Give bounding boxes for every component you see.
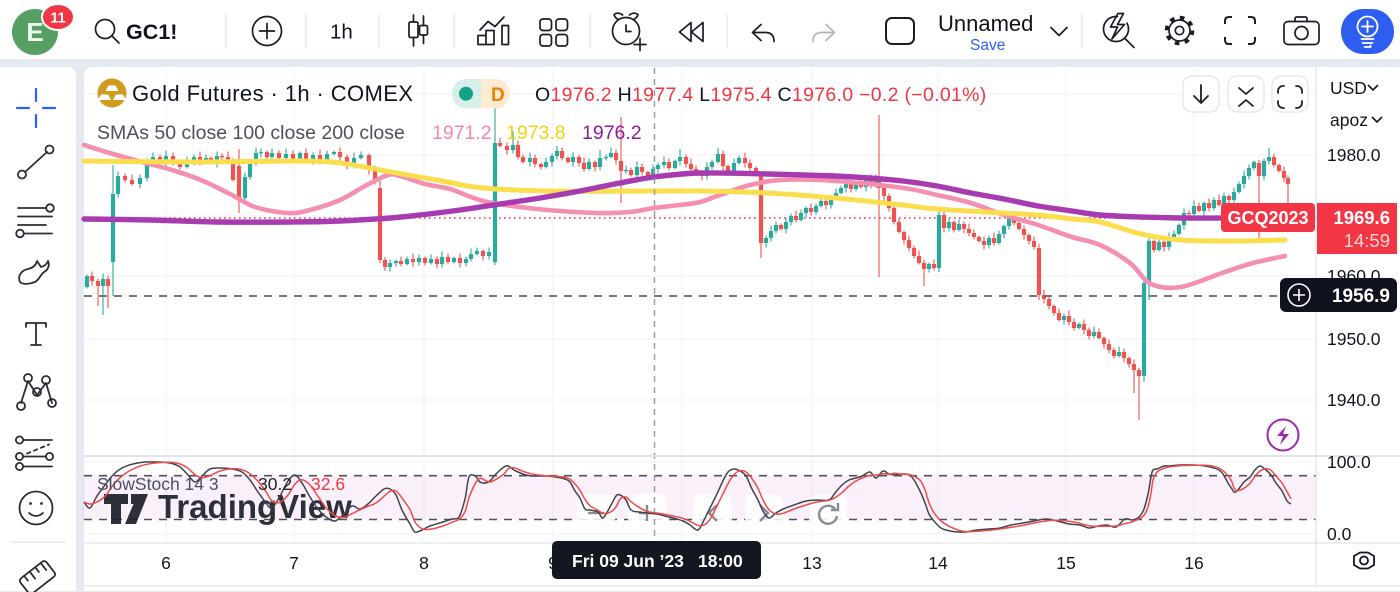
svg-text:6: 6 (161, 553, 171, 573)
svg-text:O1976.2 H1977.4 L1975.4 C1976.: O1976.2 H1977.4 L1975.4 C1976.0 −0.2 (−0… (535, 84, 987, 106)
svg-text:1973.8: 1973.8 (506, 122, 566, 144)
svg-text:14:59: 14:59 (1344, 230, 1390, 251)
svg-text:11: 11 (50, 11, 65, 27)
svg-text:SlowStoch 14 3: SlowStoch 14 3 (97, 474, 219, 494)
svg-text:GCQ2023: GCQ2023 (1227, 208, 1308, 228)
svg-text:E: E (26, 17, 43, 47)
svg-text:D: D (491, 85, 505, 106)
svg-text:Gold Futures · 1h · COMEX: Gold Futures · 1h · COMEX (132, 81, 413, 106)
svg-text:1956.9: 1956.9 (1332, 286, 1390, 307)
svg-text:15: 15 (1056, 553, 1075, 573)
svg-text:1h: 1h (330, 21, 353, 44)
svg-text:SMAs 50 close 100 close 200 cl: SMAs 50 close 100 close 200 close (97, 122, 405, 144)
svg-text:7: 7 (289, 553, 299, 573)
svg-text:TradingView: TradingView (158, 488, 352, 525)
svg-text:Unnamed: Unnamed (938, 11, 1033, 36)
svg-text:1950.0: 1950.0 (1327, 329, 1381, 349)
svg-text:32.6: 32.6 (311, 474, 345, 494)
svg-text:14: 14 (928, 553, 948, 573)
svg-text:30.2: 30.2 (258, 474, 292, 494)
svg-text:100.0: 100.0 (1327, 452, 1371, 472)
svg-text:13: 13 (802, 553, 821, 573)
svg-text:GC1!: GC1! (126, 20, 177, 44)
svg-text:1969.6: 1969.6 (1333, 207, 1390, 228)
svg-text:16: 16 (1184, 553, 1203, 573)
svg-text:1971.2: 1971.2 (432, 122, 492, 144)
svg-text:8: 8 (419, 553, 429, 573)
svg-text:USD: USD (1330, 78, 1367, 98)
svg-text:1980.0: 1980.0 (1327, 145, 1381, 165)
svg-text:18:00: 18:00 (698, 551, 743, 571)
svg-text:1976.2: 1976.2 (582, 122, 642, 144)
svg-text:Fri 09 Jun ’23: Fri 09 Jun ’23 (572, 551, 684, 571)
svg-text:apoz: apoz (1330, 110, 1368, 130)
svg-text:1940.0: 1940.0 (1327, 390, 1381, 410)
svg-text:Save: Save (970, 37, 1005, 54)
svg-text:0.0: 0.0 (1327, 524, 1352, 544)
